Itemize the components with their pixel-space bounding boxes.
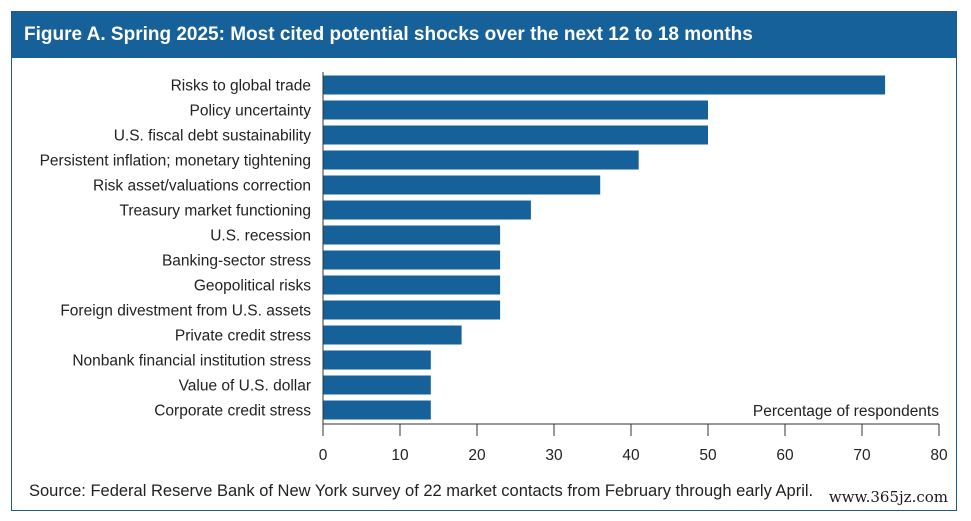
x-tick-label: 50: [699, 447, 717, 464]
x-tick-label: 40: [622, 447, 640, 464]
category-label: U.S. fiscal debt sustainability: [114, 128, 312, 145]
category-label: Banking-sector stress: [162, 253, 311, 270]
bar: [323, 275, 501, 295]
category-label: Risk asset/valuations correction: [93, 178, 311, 195]
bar: [323, 100, 708, 120]
bar: [323, 125, 708, 145]
category-label: Persistent inflation; monetary tightenin…: [40, 153, 311, 170]
x-tick-label: 70: [853, 447, 871, 464]
bar: [323, 175, 601, 195]
bar: [323, 200, 531, 220]
bar: [323, 150, 639, 170]
bar: [323, 375, 431, 395]
bar: [323, 325, 462, 345]
category-label: Geopolitical risks: [194, 278, 311, 295]
category-label: Value of U.S. dollar: [179, 378, 311, 395]
figure-panel: Figure A. Spring 2025: Most cited potent…: [11, 11, 957, 511]
category-label: U.S. recession: [210, 228, 311, 245]
bar: [323, 75, 886, 95]
category-label: Risks to global trade: [171, 78, 311, 95]
bar: [323, 250, 501, 270]
x-tick-label: 20: [468, 447, 486, 464]
watermark: www.365jz.com: [828, 488, 948, 506]
source-note: Source: Federal Reserve Bank of New York…: [29, 482, 814, 500]
category-label: Policy uncertainty: [190, 103, 312, 120]
category-label: Nonbank financial institution stress: [72, 353, 311, 370]
bar: [323, 300, 501, 320]
bar: [323, 400, 431, 420]
chart-title: Figure A. Spring 2025: Most cited potent…: [12, 12, 956, 58]
bar: [323, 350, 431, 370]
bar: [323, 225, 501, 245]
category-label: Corporate credit stress: [154, 403, 311, 420]
category-label: Private credit stress: [175, 328, 311, 345]
x-tick-label: 0: [319, 447, 328, 464]
category-label: Treasury market functioning: [119, 203, 311, 220]
x-tick-label: 10: [391, 447, 409, 464]
x-tick-label: 30: [545, 447, 563, 464]
x-tick-label: 60: [776, 447, 794, 464]
x-axis-label: Percentage of respondents: [753, 403, 939, 420]
bar-chart: Risks to global trade Policy uncertainty U…: [40, 72, 948, 464]
category-label: Foreign divestment from U.S. assets: [60, 303, 311, 320]
x-tick-label: 80: [930, 447, 948, 464]
